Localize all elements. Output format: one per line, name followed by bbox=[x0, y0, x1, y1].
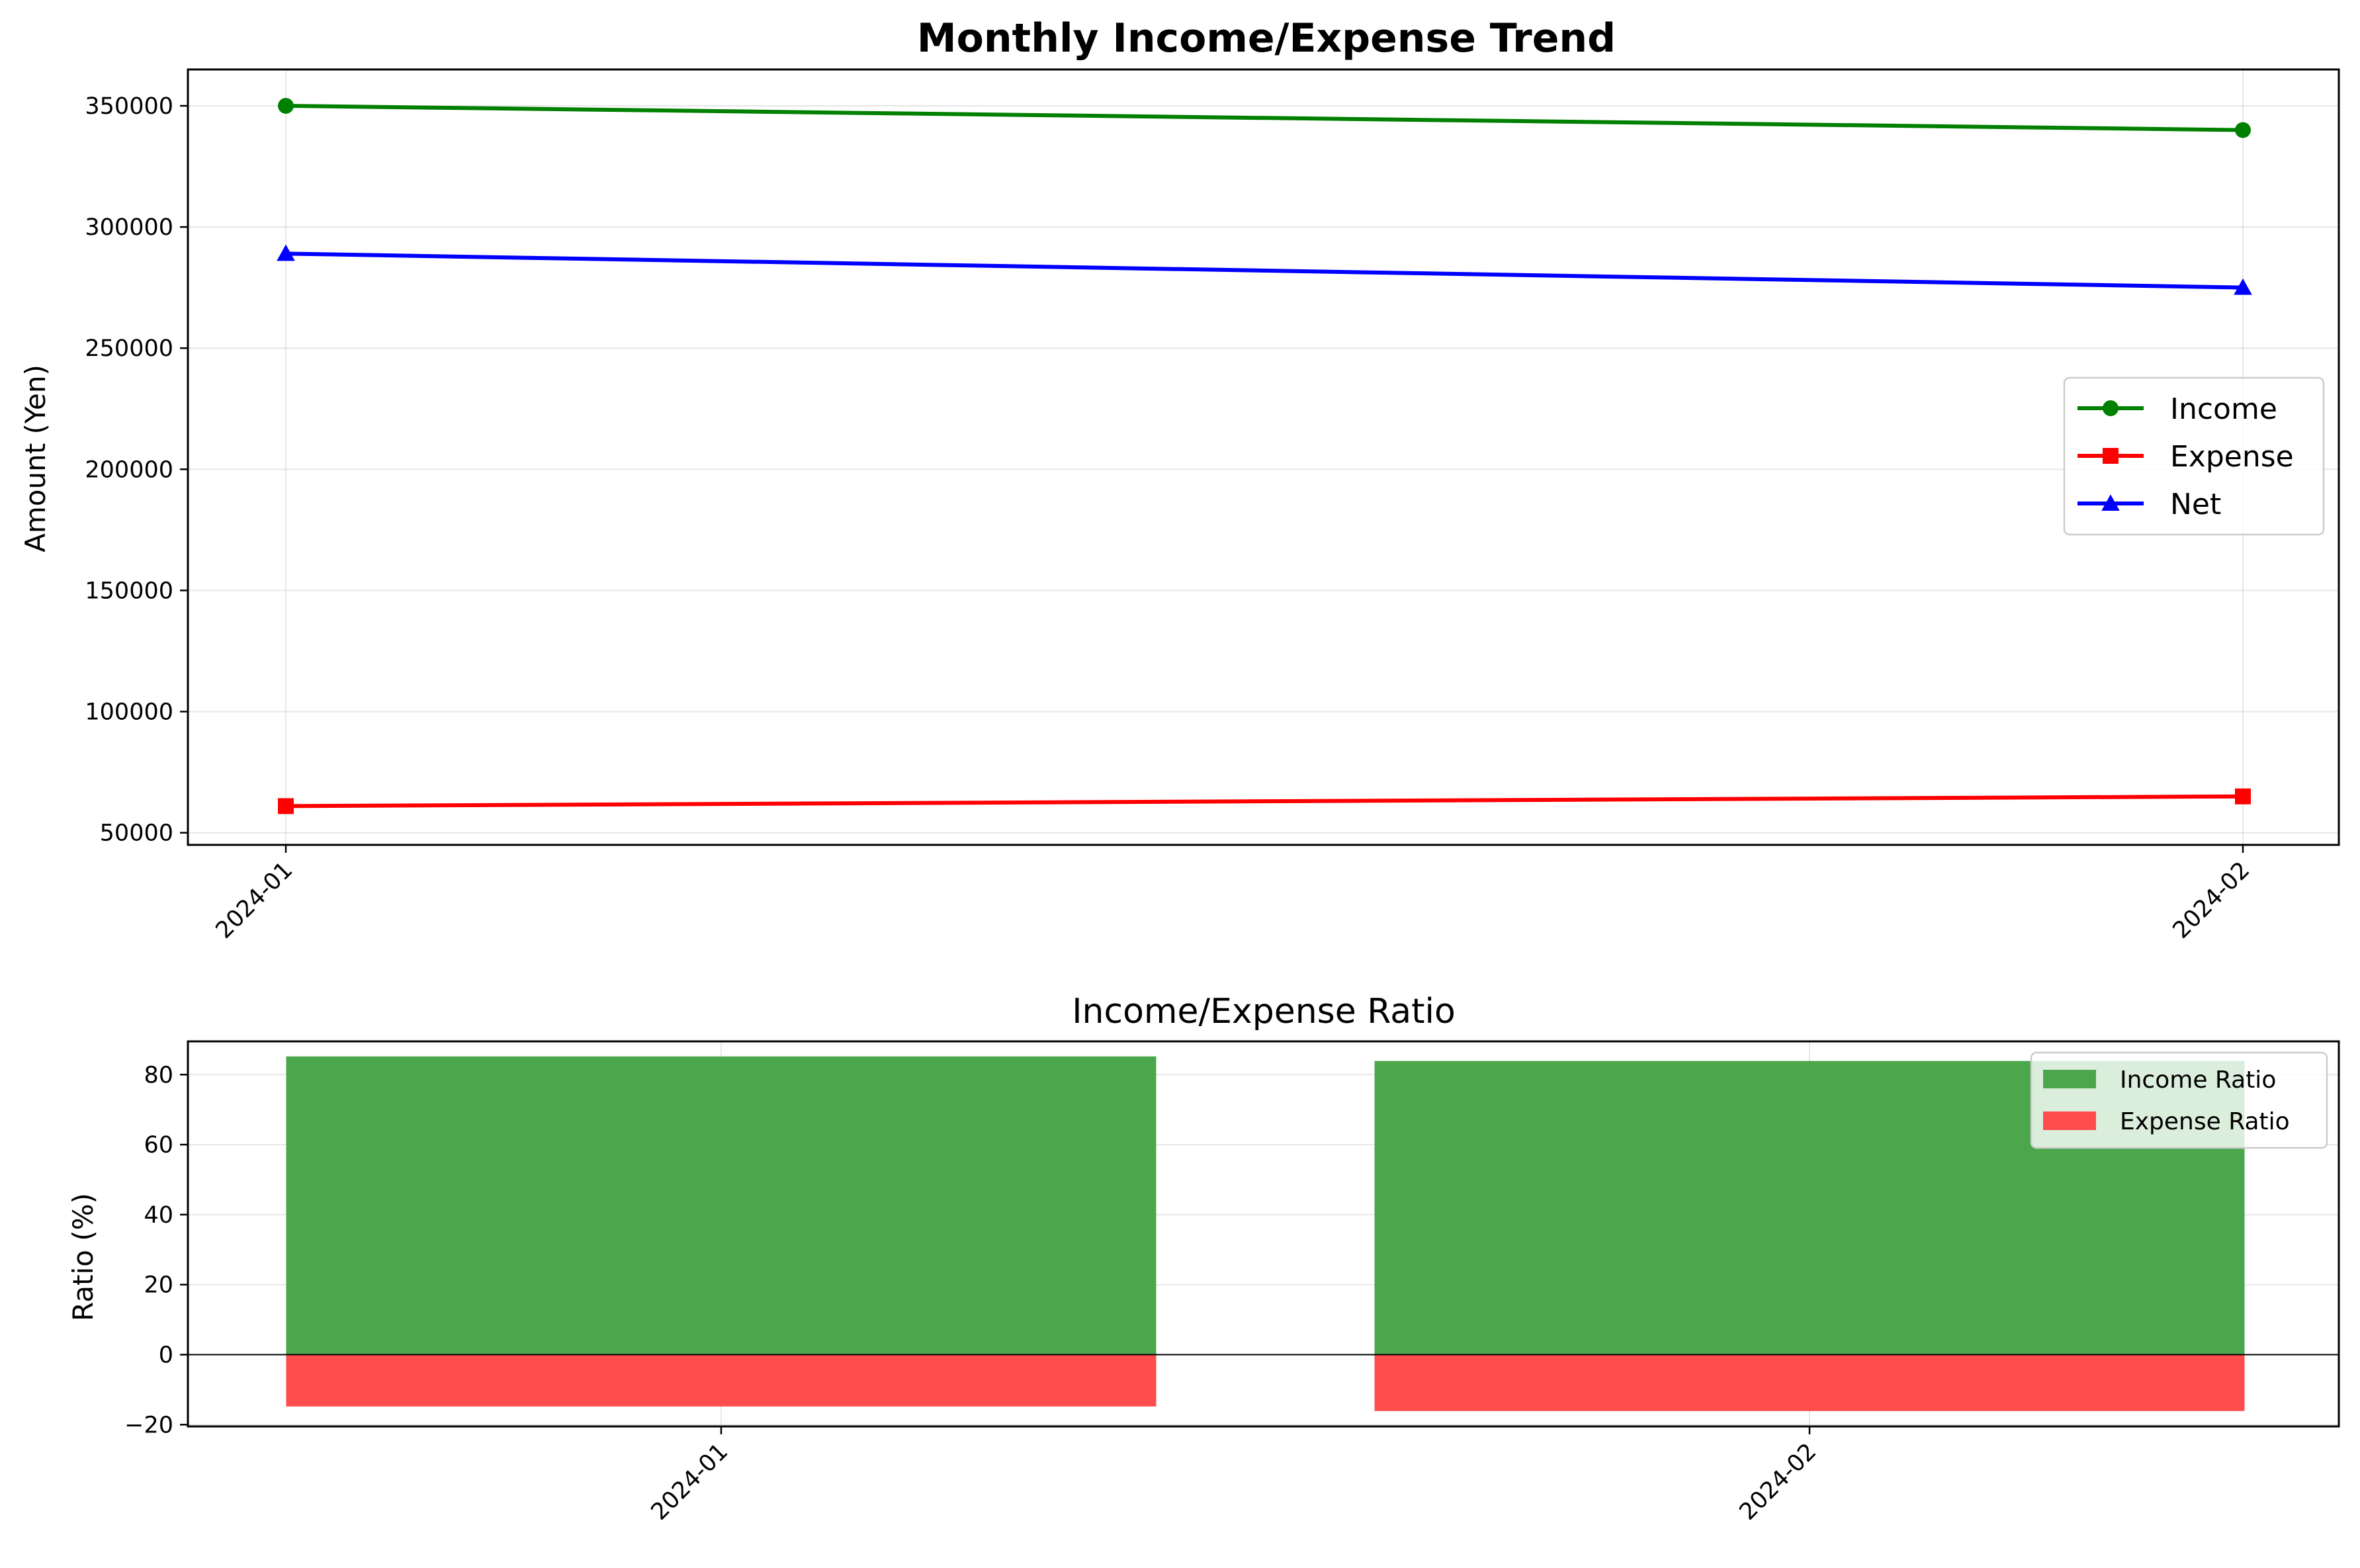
series-line-net bbox=[285, 251, 2244, 290]
bar-expense-ratio-2024-02 bbox=[1374, 1354, 2245, 1411]
line-chart-x-tick-label: 2024-01 bbox=[211, 857, 298, 944]
bar-chart-legend-box bbox=[2030, 1051, 2328, 1149]
legend-marker-income bbox=[2103, 400, 2119, 416]
bar-chart-y-axis-label: Ratio (%) bbox=[67, 1193, 99, 1321]
legend-label-expense: Expense bbox=[2170, 440, 2294, 474]
bar-chart-y-tick-label: 20 bbox=[144, 1272, 173, 1299]
legend-label-net: Net bbox=[2170, 488, 2221, 521]
bar-chart-x-tick-label: 2024-01 bbox=[646, 1438, 734, 1526]
series-point-income bbox=[2235, 122, 2251, 138]
series-point-income bbox=[278, 97, 294, 114]
legend-label-expense-ratio: Expense Ratio bbox=[2120, 1108, 2290, 1135]
bar-chart-y-tick-label: 40 bbox=[144, 1202, 173, 1229]
line-chart-x-tick-label: 2024-02 bbox=[2168, 857, 2255, 944]
line-chart-legend: Income Expense Net bbox=[2063, 376, 2325, 536]
line-chart-y-tick-label: 50000 bbox=[100, 820, 173, 847]
series-point-expense bbox=[2235, 788, 2251, 805]
bar-chart-y-tick-label: 60 bbox=[144, 1132, 173, 1158]
legend-label-income: Income bbox=[2170, 392, 2277, 426]
bar-chart-x-tick-label: 2024-02 bbox=[1735, 1438, 1822, 1526]
series-line-expense bbox=[285, 794, 2244, 808]
bar-chart-y-ticks: −20 0 20 40 60 80 bbox=[124, 1062, 188, 1438]
line-chart-y-axis-label: Amount (Yen) bbox=[19, 365, 52, 552]
bar-expense-ratio-2024-01 bbox=[286, 1354, 1157, 1407]
bar-chart-plot-frame bbox=[187, 1040, 2340, 1428]
legend-label-income-ratio: Income Ratio bbox=[2120, 1067, 2276, 1094]
bar-chart-y-tick-label: −20 bbox=[124, 1412, 173, 1438]
series-point-net bbox=[277, 244, 295, 261]
line-chart: Monthly Income/Expense Trend Amount (Yen… bbox=[19, 15, 2340, 944]
legend-marker-net bbox=[2101, 494, 2120, 511]
line-chart-grid bbox=[188, 69, 2339, 845]
line-chart-series bbox=[277, 97, 2252, 814]
line-chart-y-tick-label: 150000 bbox=[85, 578, 173, 604]
line-chart-y-ticks: 50000 100000 150000 200000 250000 300000 35000… bbox=[85, 93, 188, 847]
legend-swatch-expense-ratio bbox=[2043, 1111, 2096, 1130]
line-chart-y-tick-label: 100000 bbox=[85, 699, 173, 726]
legend-swatch-income-ratio bbox=[2043, 1070, 2096, 1088]
line-chart-title: Monthly Income/Expense Trend bbox=[917, 15, 1616, 62]
bar-chart-y-tick-label: 0 bbox=[159, 1342, 173, 1369]
line-chart-y-tick-label: 250000 bbox=[85, 335, 173, 362]
bar-income-ratio-2024-01 bbox=[286, 1056, 1157, 1355]
bar-chart-legend: Income Ratio Expense Ratio bbox=[2030, 1051, 2328, 1149]
bar-chart-bars bbox=[286, 1056, 2245, 1411]
series-point-expense bbox=[278, 798, 294, 814]
bar-chart-title: Income/Expense Ratio bbox=[1072, 992, 1456, 1031]
series-point-net bbox=[2234, 278, 2252, 295]
line-chart-legend-box bbox=[2063, 376, 2325, 536]
line-chart-y-tick-label: 300000 bbox=[85, 214, 173, 241]
series-line-income bbox=[285, 103, 2244, 132]
bar-chart-x-ticks: 2024-01 2024-02 bbox=[646, 1426, 1822, 1526]
bar-chart-y-tick-label: 80 bbox=[144, 1062, 173, 1088]
line-chart-x-ticks: 2024-01 2024-02 bbox=[211, 845, 2255, 944]
line-chart-plot-frame bbox=[187, 68, 2340, 846]
legend-marker-expense bbox=[2103, 448, 2119, 464]
bar-chart: Income/Expense Ratio Ratio (%) −20 0 20 40 6… bbox=[67, 992, 2340, 1526]
line-chart-y-tick-label: 200000 bbox=[85, 457, 173, 483]
line-chart-y-tick-label: 350000 bbox=[85, 93, 173, 120]
